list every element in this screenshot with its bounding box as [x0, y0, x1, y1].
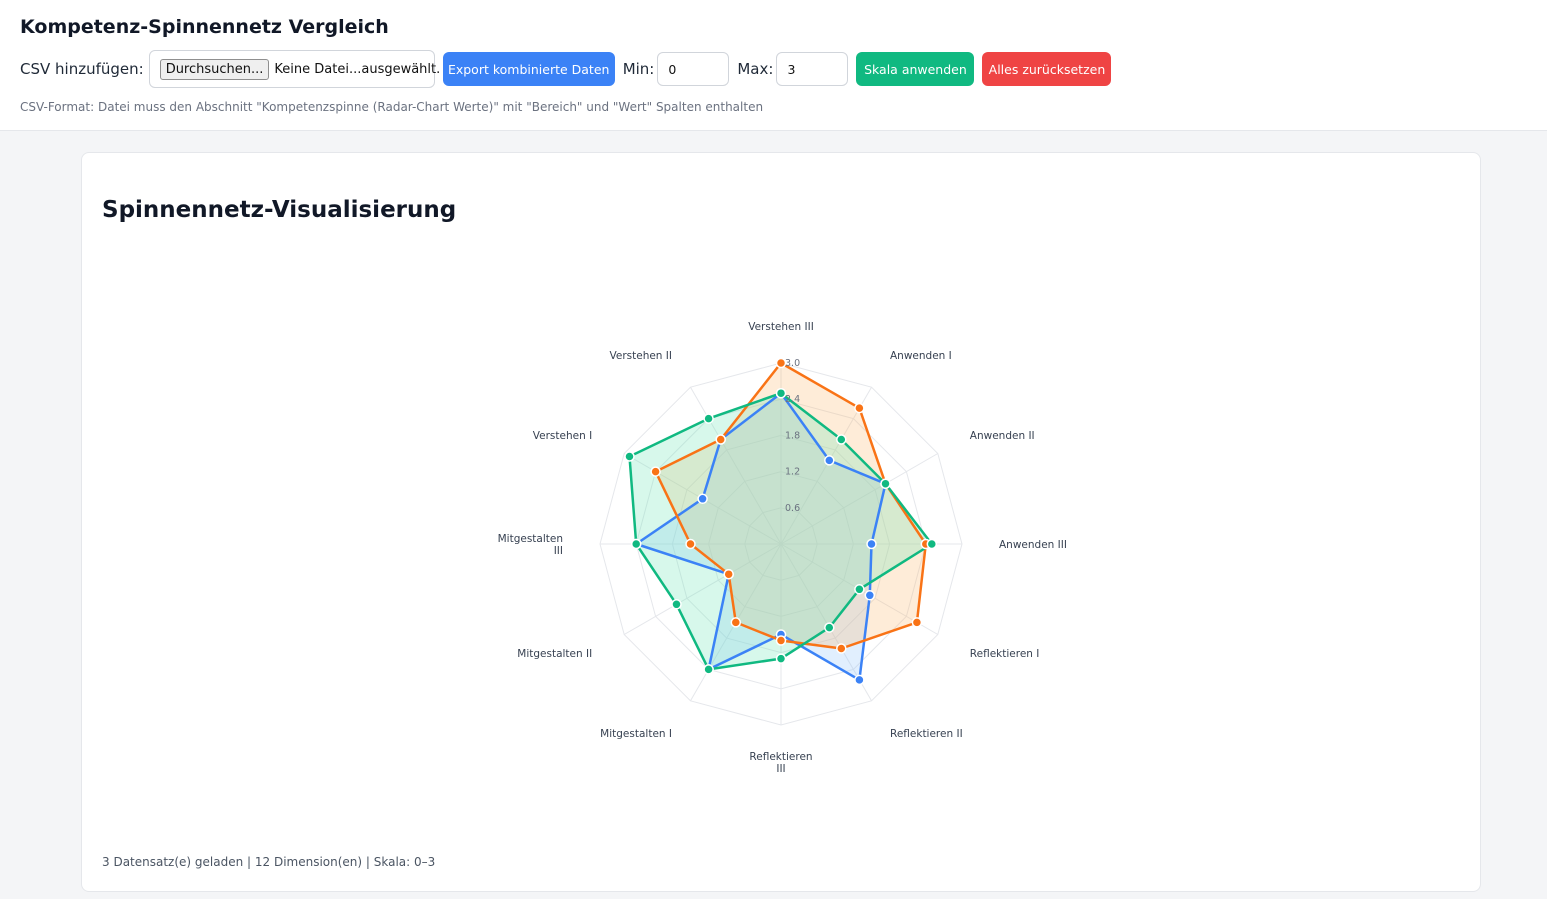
data-point: [854, 584, 865, 595]
data-point: [864, 590, 876, 601]
data-point: [836, 434, 847, 445]
tick-label: 2.4: [785, 394, 800, 405]
axis-label: Reflektieren II: [890, 728, 963, 740]
csv-label: CSV hinzufügen:: [20, 60, 144, 78]
data-point: [911, 617, 923, 628]
data-point: [824, 455, 835, 466]
grid-spoke: [623, 543, 782, 635]
data-point: [697, 493, 708, 505]
reset-all-button[interactable]: Alles zurücksetzen: [982, 52, 1112, 86]
data-point: [730, 617, 742, 628]
data-point: [650, 466, 661, 477]
export-button[interactable]: Export kombinierte Daten: [442, 52, 615, 86]
page-title: Kompetenz-Spinnennetz Vergleich: [20, 16, 389, 38]
data-point: [671, 599, 682, 610]
data-point: [775, 387, 787, 399]
series-area: [629, 393, 932, 670]
file-status-text: Keine Datei...ausgewählt.: [274, 61, 441, 77]
data-point: [836, 643, 847, 654]
chart-title: Spinnennetz-Visualisierung: [102, 197, 457, 223]
data-point: [723, 568, 734, 580]
data-point: [685, 538, 696, 550]
data-point: [715, 434, 726, 445]
browse-button[interactable]: Durchsuchen...: [159, 58, 270, 80]
data-point: [854, 674, 865, 686]
axis-label: Anwenden I: [890, 350, 952, 362]
data-point: [703, 413, 714, 424]
data-point: [630, 538, 642, 550]
data-point: [880, 478, 891, 489]
axis-label: Anwenden III: [999, 539, 1067, 551]
max-input[interactable]: 3: [776, 52, 849, 86]
csv-format-hint: CSV-Format: Datei muss den Abschnitt "Ko…: [20, 100, 764, 114]
data-point: [854, 402, 865, 414]
max-label: Max:: [737, 60, 774, 78]
axis-label: Mitgestalten I: [600, 728, 672, 740]
toolbar: CSV hinzufügen: Durchsuchen... Keine Dat…: [20, 50, 1112, 88]
series-area: [636, 393, 886, 680]
axis-label: Reflektieren: [749, 751, 812, 763]
tick-label: 0.6: [785, 503, 800, 514]
tick-label: 3.0: [785, 358, 800, 369]
axis-label: Verstehen III: [748, 321, 814, 333]
tick-label: 1.2: [785, 467, 800, 478]
data-point: [866, 538, 877, 550]
tick-label: 1.8: [785, 430, 800, 441]
axis-label: Anwenden II: [970, 430, 1035, 442]
data-point: [775, 635, 787, 646]
data-point: [703, 664, 714, 675]
chart-card: Spinnennetz-Visualisierung 0.6 1.2 1.8 2.4 3…: [81, 152, 1481, 892]
data-point: [624, 451, 635, 462]
axis-label: III: [554, 545, 563, 557]
grid-spoke: [690, 386, 782, 545]
data-point: [775, 357, 787, 369]
axis-label: Reflektieren I: [970, 648, 1040, 660]
data-point: [824, 622, 835, 633]
radar-chart: 0.6 1.2 1.8 2.4 3.0 Verstehen III Anwenden I An…: [498, 321, 1067, 775]
axis-label: Verstehen I: [533, 430, 592, 442]
grid-spoke: [780, 543, 872, 702]
series-area: [655, 363, 926, 649]
app-header: Kompetenz-Spinnennetz Vergleich CSV hinz…: [0, 0, 1547, 131]
min-input[interactable]: 0: [657, 52, 730, 86]
csv-file-input[interactable]: Durchsuchen... Keine Datei...ausgewählt.: [148, 50, 440, 88]
axis-label: Mitgestalten: [498, 533, 563, 545]
data-point: [775, 653, 787, 664]
axis-label: III: [776, 763, 785, 775]
apply-scale-button[interactable]: Skala anwenden: [856, 52, 975, 86]
grid-spoke: [780, 386, 872, 545]
data-point: [926, 538, 938, 550]
grid-spoke: [780, 453, 939, 545]
status-line: 3 Datensatz(e) geladen | 12 Dimension(en…: [102, 855, 436, 869]
min-label: Min:: [622, 60, 655, 78]
axis-label: Mitgestalten II: [517, 648, 592, 660]
axis-label: Verstehen II: [610, 350, 673, 362]
